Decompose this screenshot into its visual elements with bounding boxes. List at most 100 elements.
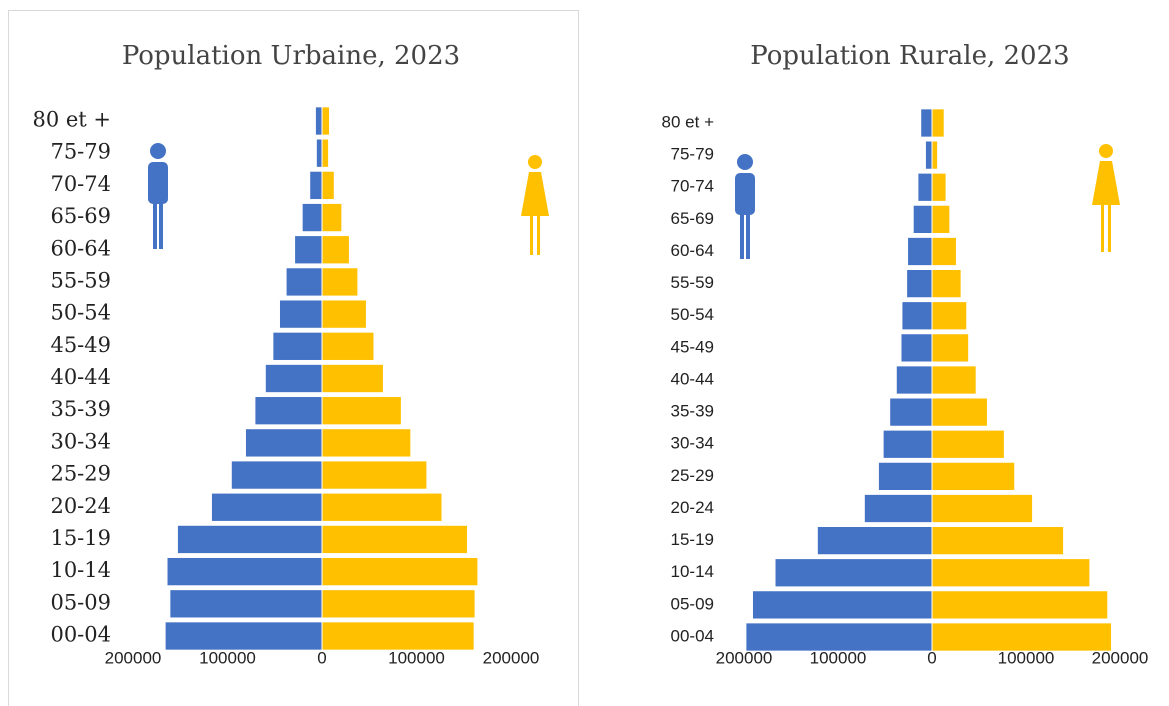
y-tick-label: 70-74 [50,172,111,196]
y-tick-label: 75-79 [671,145,714,164]
y-tick-label: 20-24 [671,498,714,517]
bar [931,590,1109,620]
bar [272,331,323,361]
bar [321,299,367,329]
y-tick-label: 10-14 [671,562,714,581]
y-tick-label: 80 et + [662,112,715,131]
bar [164,621,323,651]
y-tick-label: 15-19 [50,526,111,550]
bar [816,525,933,556]
bar [931,236,957,267]
bar [931,429,1005,459]
x-tick-label: 100000 [388,648,445,667]
bar [912,204,933,235]
y-tick-label: 50-54 [671,305,714,324]
bar [900,333,933,363]
y-tick-label: 25-29 [50,462,111,486]
bar [210,492,323,522]
y-tick-label: 50-54 [50,301,111,325]
y-tick-label: 65-69 [50,204,111,228]
bar [254,396,323,426]
y-tick-label: 15-19 [671,530,714,549]
chart-border [8,10,579,706]
bar [931,461,1016,492]
bar [244,428,323,458]
bar [321,170,335,201]
y-tick-label: 55-59 [50,268,111,292]
bar [321,460,428,490]
bar [931,268,962,299]
y-tick-label: 05-09 [671,594,714,613]
bar [321,138,330,168]
bar [931,204,951,235]
bar [931,622,1113,652]
bar [321,428,412,458]
x-tick-label: 100000 [998,648,1055,667]
bar [917,172,933,202]
bar [906,268,933,299]
bar [321,492,443,522]
bar [321,589,476,619]
bar [931,301,968,331]
bar [321,396,402,426]
y-tick-label: 35-39 [671,402,714,421]
bar [931,333,970,363]
bar [321,524,469,555]
bar [294,235,323,265]
bar [920,108,933,138]
bar [169,589,323,619]
bar [314,106,323,136]
x-tick-label: 200000 [105,648,162,667]
y-tick-label: 25-29 [671,466,714,485]
bar [315,138,323,168]
female-icon [521,155,549,255]
bar [931,140,939,170]
bar [931,525,1065,556]
bar [285,267,323,297]
bar [863,493,933,524]
bar [931,172,947,202]
bar [931,558,1091,588]
bar [321,267,359,297]
x-tick-label: 0 [317,648,326,667]
bar [889,397,933,427]
bar [309,170,323,201]
y-tick-label: 30-34 [50,429,111,453]
bar [895,365,933,395]
bar [882,429,933,459]
y-tick-label: 55-59 [671,273,714,292]
bar [321,106,331,136]
y-tick-label: 40-44 [50,365,111,389]
bar [166,556,323,587]
y-tick-label: 45-49 [671,337,714,356]
bar [278,299,323,329]
chart-title: Population Urbaine, 2023 [122,41,460,71]
female-icon [1092,144,1120,252]
bar [907,236,933,267]
male-icon [148,143,168,249]
bar [924,140,933,170]
y-tick-label: 40-44 [671,369,714,388]
bar [321,621,475,651]
bar [230,460,323,490]
y-tick-label: 80 et + [32,108,111,132]
bar [321,363,384,394]
x-tick-label: 200000 [483,648,540,667]
bar [774,558,933,588]
bar [931,397,988,427]
y-tick-label: 60-64 [50,236,111,260]
x-tick-label: 100000 [810,648,867,667]
bar [931,108,945,138]
bar [321,556,479,587]
y-tick-label: 30-34 [671,434,714,453]
chart-title: Population Rurale, 2023 [750,41,1069,71]
bar [321,202,343,233]
bar [877,461,933,492]
y-tick-label: 45-49 [50,333,111,357]
bar [745,622,933,652]
y-tick-label: 10-14 [50,558,111,582]
y-tick-label: 00-04 [50,623,111,647]
male-icon [735,154,755,259]
y-tick-label: 75-79 [50,140,111,164]
